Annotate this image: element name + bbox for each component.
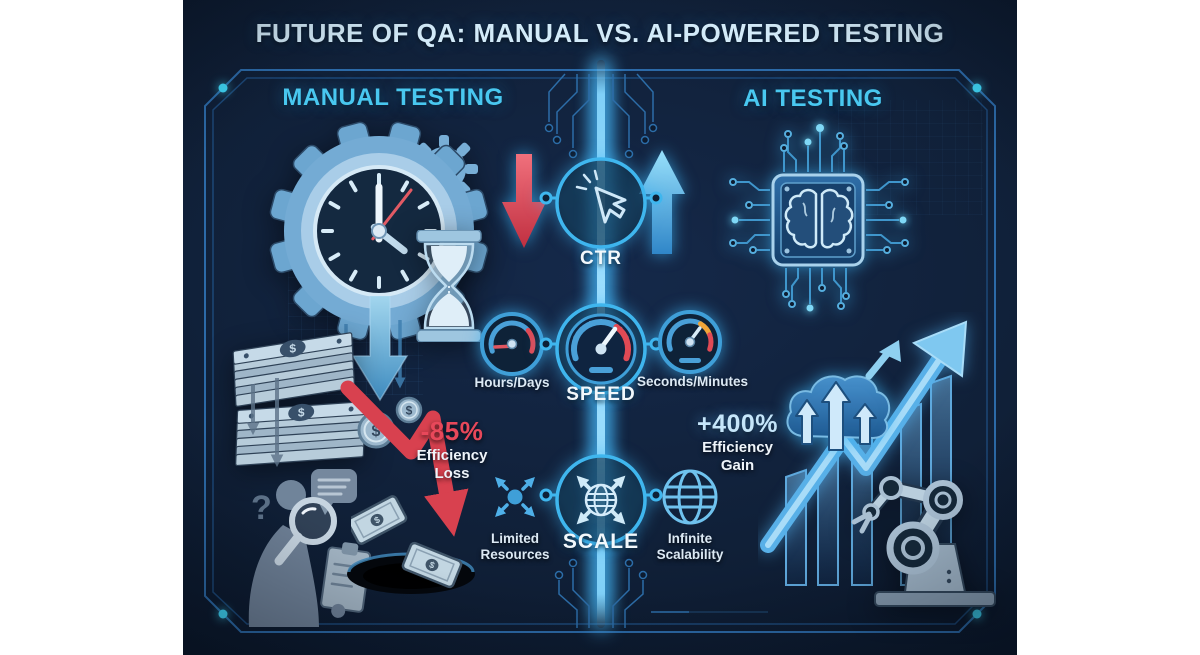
- svg-text:$: $: [298, 405, 305, 420]
- manual-testing-heading: MANUAL TESTING: [282, 84, 504, 111]
- svg-text:$: $: [428, 559, 436, 570]
- data-stream-icon: [813, 519, 883, 566]
- svg-text:$: $: [406, 404, 413, 418]
- cursor-click-icon: [575, 169, 627, 224]
- speed-ai-caption: Seconds/Minutes: [636, 374, 749, 389]
- frame-border: [204, 69, 996, 633]
- scale-label: SCALE: [562, 530, 640, 553]
- gear-clock-icon: [269, 121, 489, 341]
- gripper-claw: [851, 511, 873, 534]
- scale-ai-caption-line1: Infinite: [667, 531, 713, 546]
- svg-text:$: $: [289, 341, 297, 356]
- scale-ai-caption-line2: Scalability: [656, 547, 724, 562]
- magnifier-icon: [274, 497, 337, 566]
- hourglass-icon: [416, 230, 482, 342]
- speed-label: SPEED: [566, 384, 636, 405]
- ai-speed-gauge-icon: [658, 310, 722, 374]
- svg-text:$: $: [372, 514, 381, 525]
- gain-label-1: Efficiency: [702, 439, 773, 456]
- manual-speed-gauge-icon: [480, 312, 544, 376]
- gain-value: +400%: [696, 410, 779, 438]
- loss-label-2: Loss: [434, 465, 470, 482]
- ai-testing-heading: AI TESTING: [743, 85, 883, 112]
- drip-arrows-icon: [246, 378, 284, 468]
- frame-corner-dots: [218, 83, 982, 619]
- ctr-node: [539, 157, 663, 249]
- trend-arrow-icon: [865, 340, 901, 380]
- brain-icon: [784, 188, 854, 249]
- scale-node: [539, 454, 663, 546]
- tester-person-icon: ?: [248, 469, 371, 627]
- decrease-arrow-icon: [502, 154, 546, 248]
- question-mark: ?: [251, 489, 272, 527]
- money-stack-icon: $ $: [232, 332, 366, 466]
- globe-expand-icon: [576, 475, 626, 525]
- efficiency-loss-stat: -85% Efficiency Loss: [379, 416, 525, 483]
- scale-manual-caption: Limited Resources: [445, 531, 585, 563]
- robot-arm-icon: [813, 476, 996, 607]
- speed-manual-caption: Hours/Days: [474, 375, 550, 390]
- cloud-upload-icon: [786, 375, 891, 451]
- loss-value: -85%: [420, 416, 484, 446]
- infographic-canvas: FUTURE OF QA: MANUAL VS. AI-POWERED TEST…: [183, 0, 1017, 655]
- ai-chip-brain-icon: [729, 124, 909, 312]
- efficiency-gain-stat: +400% Efficiency Gain: [665, 410, 810, 475]
- ctr-label: CTR: [579, 248, 623, 269]
- scale-manual-caption-line1: Limited: [490, 531, 539, 546]
- globe-icon: [662, 469, 718, 525]
- page-title: FUTURE OF QA: MANUAL VS. AI-POWERED TEST…: [255, 18, 945, 48]
- speech-bubble-icon: [311, 469, 357, 515]
- decline-arrow-icon: [340, 380, 469, 537]
- svg-text:$: $: [372, 423, 381, 440]
- falling-bill-icon: $ $: [351, 495, 463, 589]
- speed-node: [539, 303, 663, 395]
- circuit-traces-bottom-icon: [554, 558, 689, 628]
- circuit-traces-icon: [737, 132, 901, 304]
- circuit-traces-top-icon: [544, 73, 658, 159]
- expand-arrows-icon: [495, 477, 535, 517]
- scale-ai-caption: Infinite Scalability: [620, 531, 760, 563]
- increase-arrow-icon: [639, 150, 685, 254]
- gain-label-2: Gain: [720, 457, 755, 474]
- gauge-icon: [565, 313, 637, 385]
- scale-manual-caption-line2: Resources: [480, 547, 550, 562]
- loss-label-1: Efficiency: [416, 447, 488, 464]
